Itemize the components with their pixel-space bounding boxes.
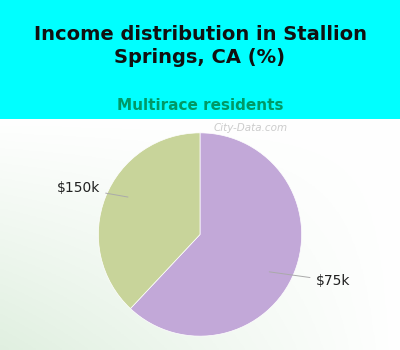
- Text: $75k: $75k: [269, 272, 350, 288]
- Text: Income distribution in Stallion
Springs, CA (%): Income distribution in Stallion Springs,…: [34, 25, 366, 67]
- Text: City-Data.com: City-Data.com: [214, 123, 288, 133]
- Text: $150k: $150k: [57, 181, 128, 197]
- Text: Multirace residents: Multirace residents: [117, 98, 283, 113]
- Wedge shape: [130, 133, 302, 336]
- Wedge shape: [98, 133, 200, 309]
